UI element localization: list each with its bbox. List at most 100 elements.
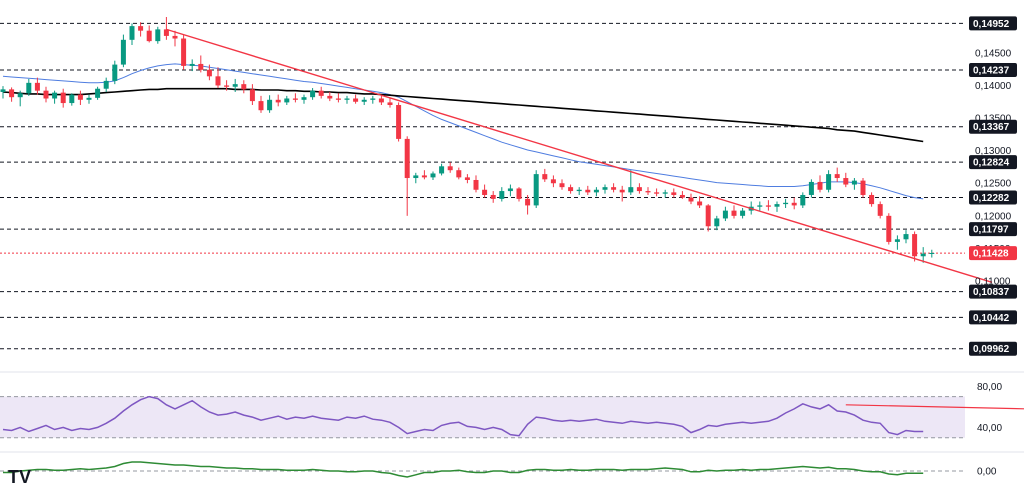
ma-slow-line <box>2 87 924 143</box>
candle <box>26 78 32 96</box>
candle <box>568 184 574 194</box>
candle <box>740 208 746 219</box>
rsi-line <box>2 395 924 437</box>
rsi-pane[interactable]: 80,00 40,00 <box>0 382 1024 439</box>
candle <box>507 184 513 197</box>
candle <box>636 183 642 194</box>
candle <box>525 194 531 215</box>
candle <box>249 84 255 106</box>
candle <box>808 179 814 198</box>
rsi-indicator <box>0 395 1024 439</box>
candle-body <box>95 88 101 98</box>
candle-body <box>851 180 857 185</box>
candle-body <box>585 189 591 193</box>
candle-body <box>387 102 393 106</box>
level-label: 0,14237 <box>973 66 1010 77</box>
candle <box>490 191 496 203</box>
candle-body <box>654 192 660 194</box>
candle <box>301 94 307 104</box>
candlestick-series <box>0 17 935 263</box>
candle <box>679 191 685 199</box>
candle-body <box>120 39 126 65</box>
candle-body <box>447 166 453 171</box>
candle-body <box>791 202 797 206</box>
candle-body <box>353 98 359 102</box>
candle <box>387 98 393 108</box>
candle <box>817 175 823 193</box>
candle <box>129 23 135 46</box>
tradingview-logo[interactable]: TV <box>8 467 31 487</box>
price-axis[interactable]: 0,14952 0,14237 0,13367 0,12824 0,12282 0,117… <box>969 16 1017 356</box>
candle-body <box>507 188 513 192</box>
rsi-trend-line <box>845 404 1024 410</box>
candle-body <box>869 194 875 205</box>
candle-body <box>817 181 823 190</box>
candle <box>353 94 359 104</box>
candle-body <box>705 205 711 227</box>
candle <box>628 170 634 195</box>
candle-body <box>9 89 15 98</box>
candle-body <box>138 26 144 31</box>
price-tick-label: 0,12000 <box>975 211 1012 222</box>
candle <box>516 187 522 202</box>
momentum-line <box>3 461 924 478</box>
candle-body <box>860 180 866 195</box>
rsi-band <box>0 396 965 438</box>
candle <box>198 55 204 73</box>
candle <box>877 201 883 219</box>
candle-body <box>361 99 367 102</box>
trend-line[interactable] <box>166 28 993 284</box>
candle-body <box>224 85 230 87</box>
candle <box>267 95 273 113</box>
candle <box>275 94 281 107</box>
candle <box>482 184 488 198</box>
candle <box>292 93 298 103</box>
candle-body <box>60 92 66 104</box>
candle <box>146 25 152 43</box>
candle-body <box>722 210 728 219</box>
candle <box>77 90 83 106</box>
candle-body <box>421 175 427 178</box>
level-label: 0,14952 <box>973 19 1010 30</box>
candle <box>396 102 402 142</box>
candle <box>189 59 195 72</box>
candle-body <box>482 189 488 195</box>
candle <box>52 90 58 104</box>
candle-body <box>344 98 350 100</box>
momentum-axis: 0,00 <box>977 467 997 478</box>
candle-body <box>206 69 212 77</box>
candle-body <box>516 188 522 199</box>
candle <box>344 95 350 104</box>
price-pane[interactable]: 0,14952 0,14237 0,13367 0,12824 0,12282 0,117… <box>0 16 1017 356</box>
candle-body <box>920 253 926 257</box>
level-badge <box>969 63 1017 78</box>
level-badge <box>969 190 1017 205</box>
candle <box>533 170 539 209</box>
price-tick-label: 0,13500 <box>975 114 1012 125</box>
level-label: 0,10442 <box>973 313 1010 324</box>
candle <box>163 17 169 40</box>
momentum-pane[interactable]: 0,00 <box>0 461 997 478</box>
candle-body <box>550 179 556 184</box>
candle-body <box>619 189 625 193</box>
candle-body <box>439 166 445 174</box>
price-tick-label: 0,11000 <box>975 277 1011 288</box>
candle-body <box>301 97 307 100</box>
candle-body <box>103 80 109 89</box>
candle-body <box>542 174 548 180</box>
rsi-tick-label: 80,00 <box>977 382 1002 393</box>
candle-body <box>430 173 436 178</box>
candle <box>886 213 892 245</box>
candle-body <box>310 90 316 98</box>
candle-body <box>843 178 849 185</box>
candle <box>714 215 720 231</box>
candle <box>473 175 479 193</box>
level-label: 0,11797 <box>973 225 1009 236</box>
candle <box>559 179 565 190</box>
candle <box>60 88 66 108</box>
candle <box>421 170 427 180</box>
momentum-indicator <box>0 461 965 478</box>
candle <box>439 163 445 176</box>
logo-text: TV <box>8 467 31 487</box>
